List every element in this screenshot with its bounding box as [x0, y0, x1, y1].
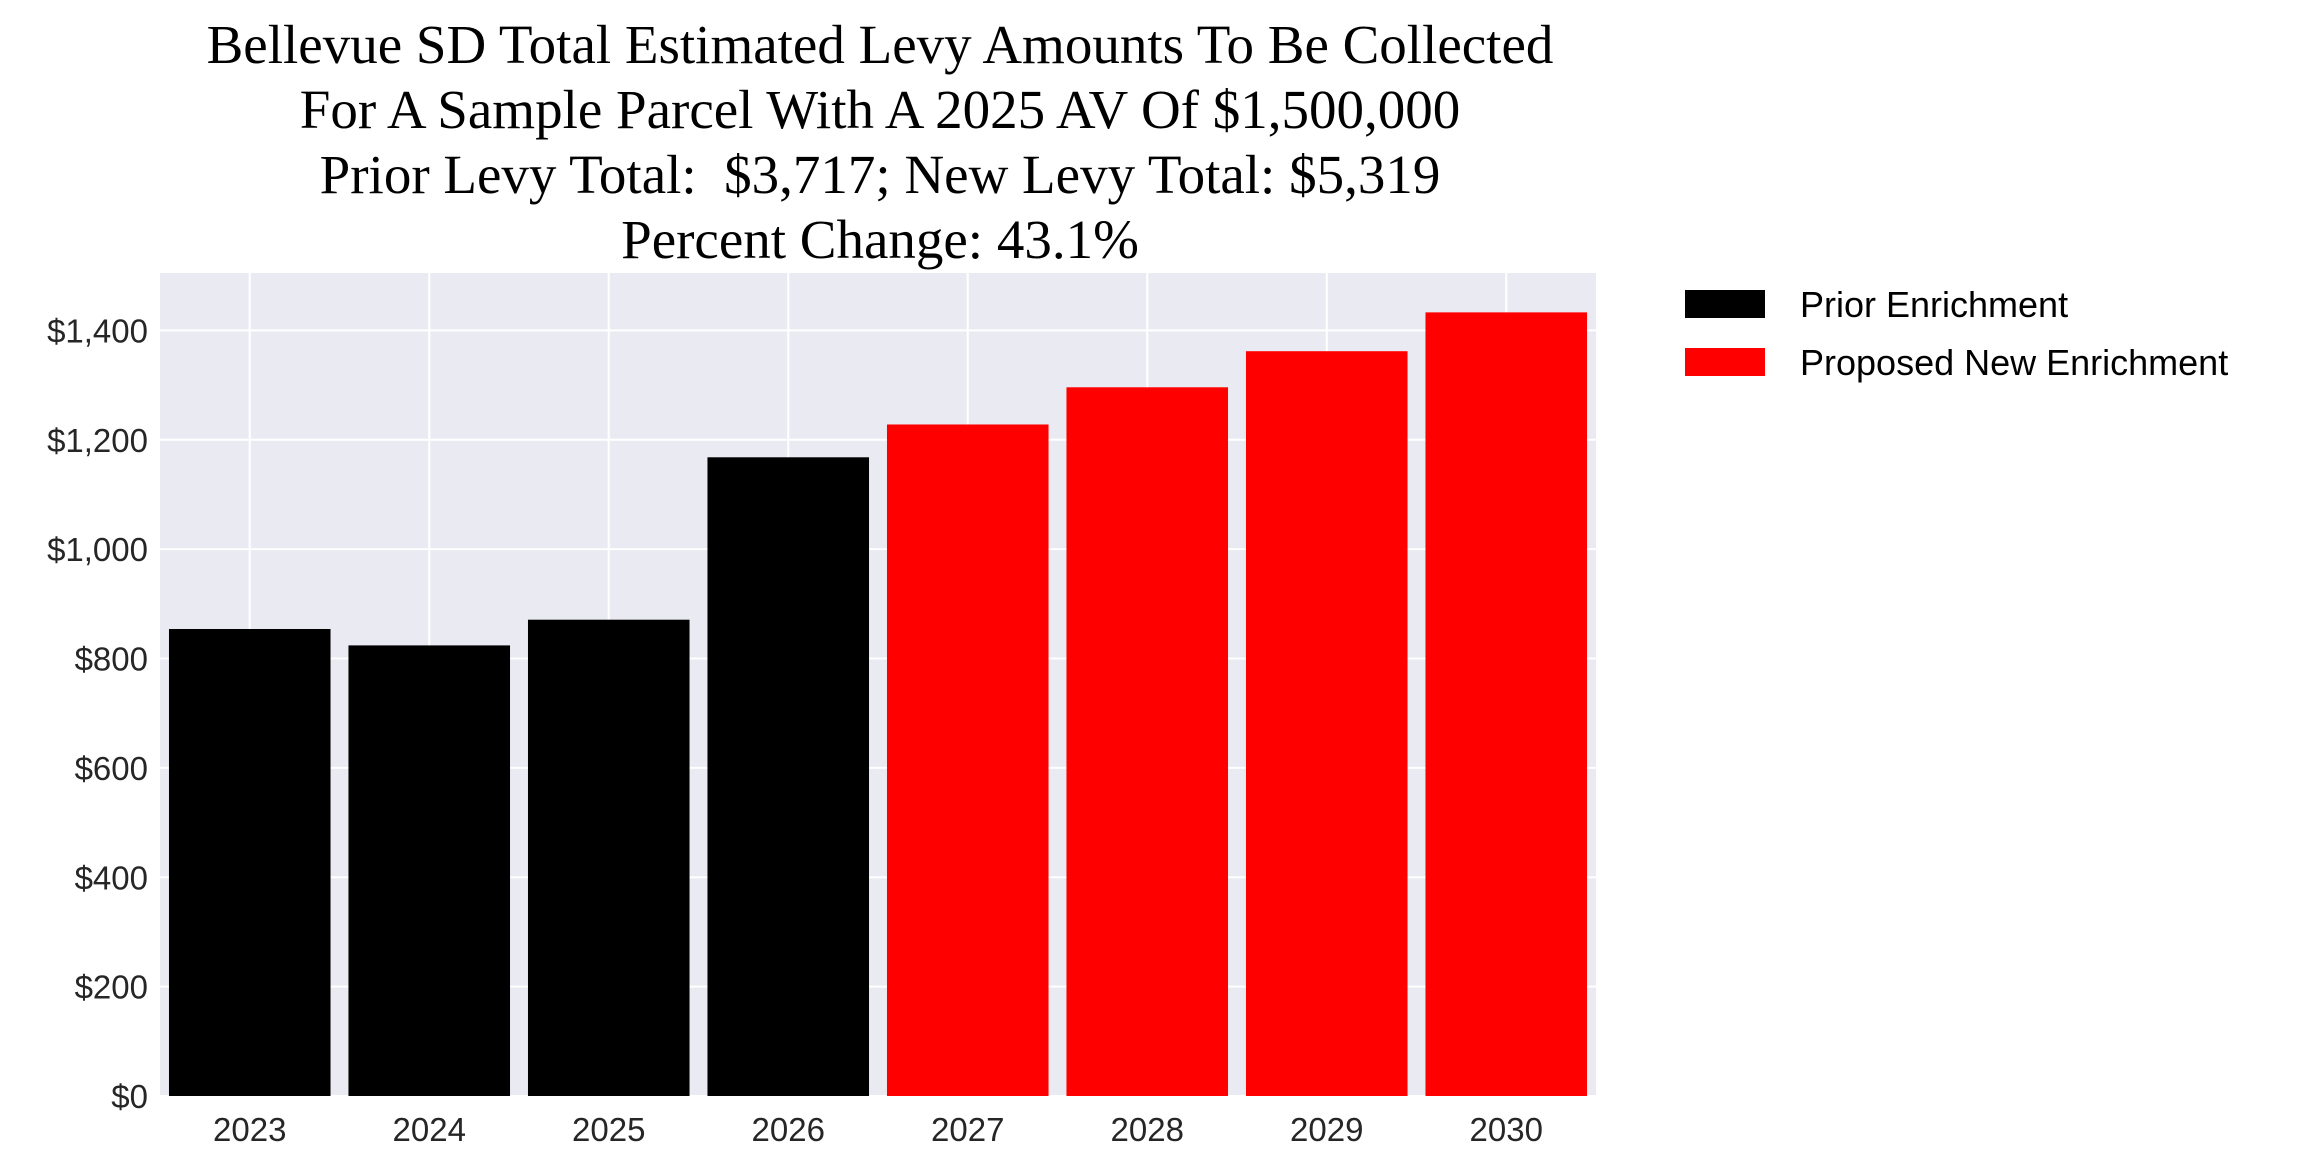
x-tick-label: 2029	[1290, 1111, 1363, 1148]
bar-2029	[1245, 351, 1408, 1096]
y-tick-label: $200	[75, 969, 148, 1006]
x-tick-label: 2028	[1111, 1111, 1184, 1148]
y-tick-label: $0	[111, 1078, 148, 1115]
bar-2026	[707, 457, 870, 1096]
legend-label-2: Proposed New Enrichment	[1800, 342, 2228, 383]
y-tick-label: $1,000	[47, 531, 148, 568]
chart-title: Bellevue SD Total Estimated Levy Amounts…	[0, 12, 1760, 272]
y-tick-label: $1,400	[47, 312, 148, 349]
x-tick-label: 2027	[931, 1111, 1004, 1148]
y-tick-label: $400	[75, 859, 148, 896]
bar-2024	[348, 645, 511, 1096]
legend-swatch-1	[1685, 290, 1765, 318]
bar-2025	[527, 619, 690, 1096]
x-tick-label: 2024	[393, 1111, 466, 1148]
title-line-2: For A Sample Parcel With A 2025 AV Of $1…	[299, 79, 1461, 140]
y-tick-label: $600	[75, 750, 148, 787]
legend-swatch-2	[1685, 348, 1765, 376]
title-line-1: Bellevue SD Total Estimated Levy Amounts…	[206, 14, 1554, 75]
x-tick-label: 2026	[752, 1111, 825, 1148]
y-tick-label: $800	[75, 641, 148, 678]
bar-2023	[168, 628, 331, 1096]
y-tick-label: $1,200	[47, 422, 148, 459]
bar-2028	[1066, 387, 1229, 1096]
title-line-3: Prior Levy Total: $3,717; New Levy Total…	[319, 144, 1441, 205]
x-tick-label: 2025	[572, 1111, 645, 1148]
x-tick-label: 2030	[1470, 1111, 1543, 1148]
bar-2027	[886, 424, 1049, 1097]
x-tick-label: 2023	[213, 1111, 286, 1148]
bar-2030	[1425, 312, 1588, 1096]
legend-label-1: Prior Enrichment	[1800, 284, 2068, 325]
title-line-4: Percent Change: 43.1%	[621, 209, 1139, 270]
